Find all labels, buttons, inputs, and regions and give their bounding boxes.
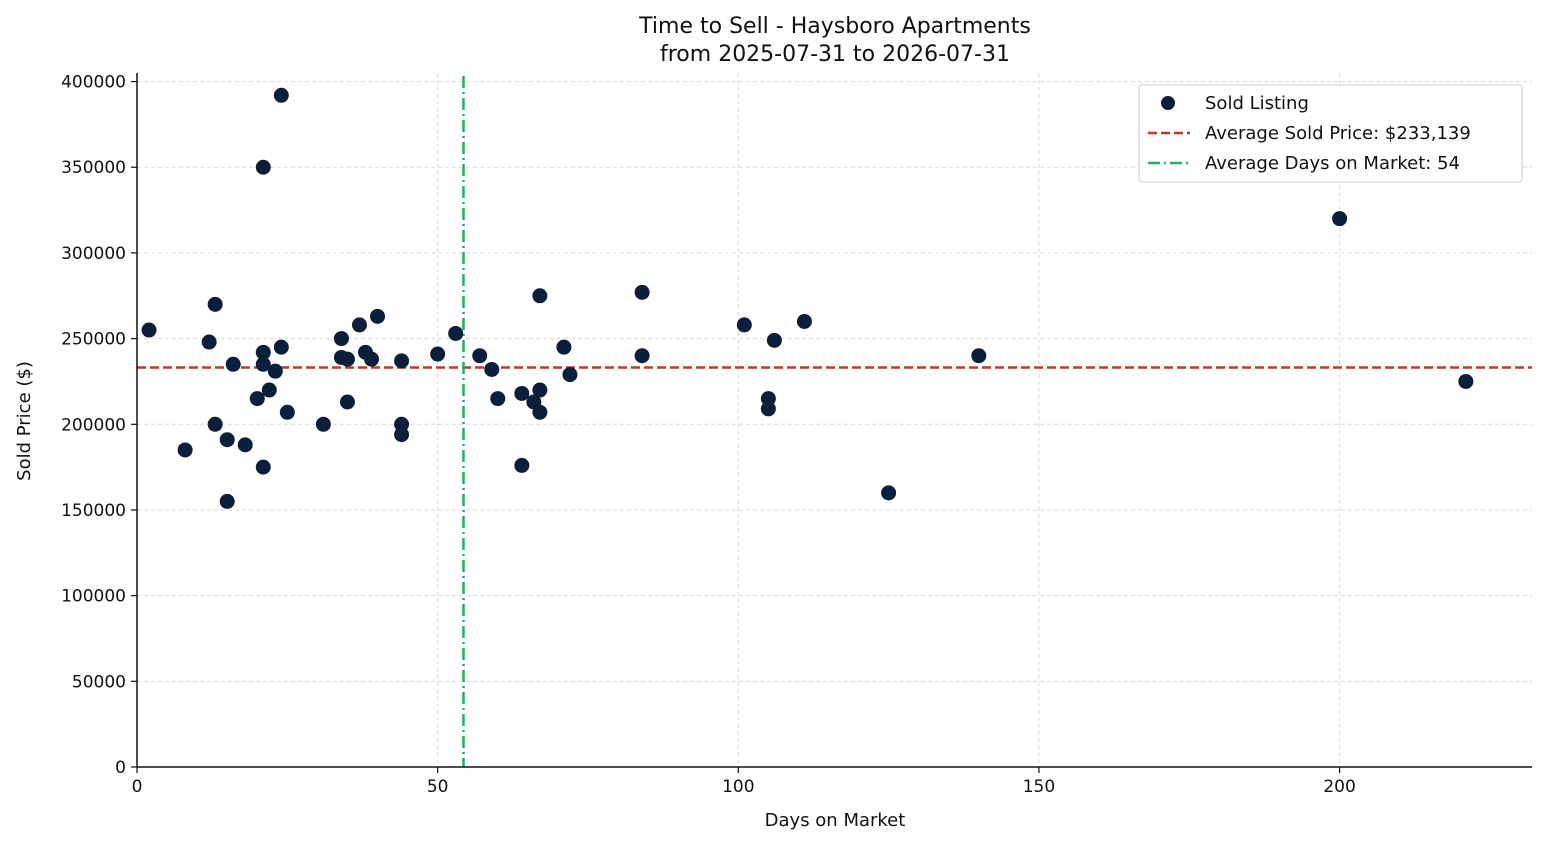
y-axis-label: Sold Price ($): [14, 361, 35, 481]
data-point: [201, 334, 217, 350]
data-point: [532, 382, 548, 398]
data-point: [207, 296, 223, 312]
reference-lines: [137, 76, 1532, 767]
chart-title: Time to Sell - Haysboro Apartments: [638, 14, 1031, 39]
data-point: [225, 356, 241, 372]
data-point: [394, 427, 410, 443]
data-point: [430, 346, 446, 362]
grid: [137, 73, 1532, 767]
data-point: [267, 363, 283, 379]
y-tick-label: 100000: [61, 587, 126, 607]
data-point: [255, 356, 271, 372]
legend-label-sold-listing: Sold Listing: [1205, 93, 1309, 114]
chart-subtitle: from 2025-07-31 to 2026-07-31: [660, 42, 1010, 67]
data-point: [881, 485, 897, 501]
x-tick-label: 100: [722, 777, 754, 797]
y-tick-label: 0: [115, 758, 126, 778]
data-point: [634, 348, 650, 364]
axes: [131, 73, 1532, 773]
y-tick-label: 200000: [61, 415, 126, 435]
x-axis-label: Days on Market: [765, 810, 906, 831]
data-point: [177, 442, 193, 458]
data-point: [255, 159, 271, 175]
data-point: [1458, 373, 1474, 389]
y-tick-label: 50000: [72, 672, 126, 692]
data-point: [273, 87, 289, 103]
x-tick-label: 200: [1323, 777, 1355, 797]
data-point: [448, 325, 464, 341]
data-point: [333, 331, 349, 347]
data-point: [141, 322, 157, 338]
data-point: [339, 394, 355, 410]
data-point: [796, 313, 812, 329]
data-point: [766, 332, 782, 348]
y-tick-label: 350000: [61, 158, 126, 178]
data-point: [556, 339, 572, 355]
data-point: [273, 339, 289, 355]
data-point: [562, 367, 578, 383]
data-point: [207, 416, 223, 432]
legend: Sold Listing Average Sold Price: $233,13…: [1138, 84, 1523, 183]
data-point: [364, 351, 380, 367]
y-tick-label: 300000: [61, 244, 126, 264]
data-point: [1332, 211, 1348, 227]
data-point: [736, 317, 752, 333]
x-tick-label: 50: [427, 777, 449, 797]
legend-marker-sold-listing: [1161, 96, 1175, 110]
data-point: [760, 391, 776, 407]
data-point: [219, 432, 235, 448]
data-point: [249, 391, 265, 407]
y-tick-label: 150000: [61, 501, 126, 521]
scatter-points: [141, 87, 1474, 509]
data-point: [237, 437, 253, 453]
data-point: [394, 353, 410, 369]
data-point: [219, 493, 235, 509]
data-point: [351, 317, 367, 333]
data-point: [339, 351, 355, 367]
data-point: [490, 391, 506, 407]
y-tick-label: 250000: [61, 330, 126, 350]
data-point: [532, 288, 548, 304]
legend-box: [1138, 84, 1523, 183]
data-point: [484, 361, 500, 377]
data-point: [370, 308, 386, 324]
data-point: [472, 348, 488, 364]
data-point: [315, 416, 331, 432]
data-point: [261, 382, 277, 398]
data-point: [760, 401, 776, 417]
data-point: [634, 284, 650, 300]
data-point: [255, 459, 271, 475]
data-point: [532, 404, 548, 420]
legend-label-average-price: Average Sold Price: $233,139: [1205, 123, 1471, 144]
data-point: [514, 385, 530, 401]
y-tick-label: 400000: [61, 73, 126, 93]
data-point: [279, 404, 295, 420]
x-tick-label: 0: [132, 777, 143, 797]
x-tick-label: 150: [1023, 777, 1055, 797]
data-point: [255, 344, 271, 360]
tick-labels: 0 50 100 150 200 0 50000 100000 150000 200000 2500…: [61, 73, 1356, 797]
data-point: [514, 457, 530, 473]
data-point: [971, 348, 987, 364]
data-point: [394, 416, 410, 432]
legend-label-average-days: Average Days on Market: 54: [1205, 153, 1460, 174]
